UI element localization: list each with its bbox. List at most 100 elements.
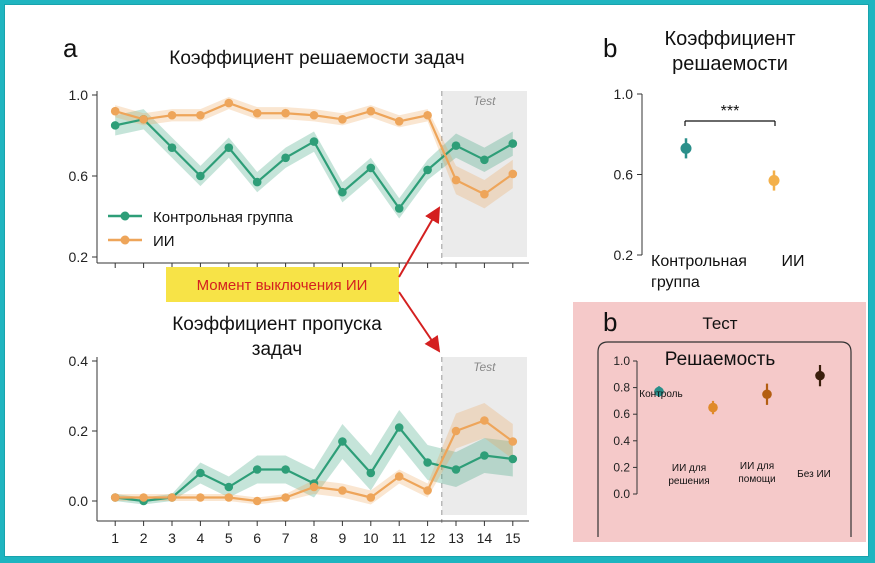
label-ai-help-1: ИИ для bbox=[740, 461, 774, 472]
data-point bbox=[815, 370, 825, 381]
y-tick-label: 0.2 bbox=[614, 247, 634, 263]
data-point-ai bbox=[423, 486, 432, 495]
data-point-control bbox=[480, 155, 489, 165]
y-tick-label: 0.4 bbox=[613, 434, 630, 448]
data-point-control bbox=[224, 482, 234, 492]
legend-ai-marker bbox=[120, 235, 130, 245]
data-point-control bbox=[508, 139, 518, 148]
skip-rate-points bbox=[110, 416, 518, 506]
annotation-box bbox=[166, 267, 399, 302]
y-tick-label: 1.0 bbox=[613, 354, 630, 368]
figure-frame: Test 0.2 0.6 1.0 a Коэффициент решаемости … bbox=[4, 4, 869, 557]
annotation-arrow-down bbox=[398, 291, 441, 353]
data-point-ai bbox=[366, 493, 376, 502]
test-panel-title: Тест bbox=[702, 314, 737, 333]
data-point-ai bbox=[394, 117, 404, 126]
data-point bbox=[680, 142, 692, 154]
data-point-ai bbox=[224, 493, 234, 502]
test-panel-bg bbox=[573, 302, 866, 542]
test-panel-bracket bbox=[597, 341, 852, 537]
label-ai-solve-1: ИИ для bbox=[672, 463, 706, 474]
data-point-ai bbox=[252, 496, 262, 506]
x-tick-label: 4 bbox=[197, 530, 205, 546]
data-point-control bbox=[480, 451, 489, 460]
y-tick-label: 1.0 bbox=[614, 86, 634, 102]
data-point-ai bbox=[423, 110, 432, 120]
data-point-ai bbox=[480, 416, 489, 425]
annotation-text: Момент выключения ИИ bbox=[197, 277, 368, 294]
data-point bbox=[768, 175, 780, 187]
test-region bbox=[441, 357, 527, 515]
y-tick-label: 1.0 bbox=[69, 87, 89, 103]
category-control-line1: Контрольная bbox=[651, 253, 747, 270]
x-tick-label: 3 bbox=[168, 530, 176, 546]
data-point-control bbox=[338, 437, 347, 446]
legend: Контрольная группа ИИ bbox=[108, 209, 293, 250]
x-tick-label: 14 bbox=[477, 530, 493, 546]
data-point-control bbox=[281, 153, 290, 163]
y-tick-label: 0.2 bbox=[69, 249, 89, 265]
x-tick-label: 9 bbox=[339, 530, 347, 546]
test-chart-title: Решаемость bbox=[665, 349, 776, 370]
data-point-ai bbox=[196, 110, 205, 120]
data-point-ai bbox=[281, 493, 290, 502]
data-point-ai bbox=[451, 426, 461, 436]
data-point-control bbox=[366, 468, 376, 478]
panel-letter-b2: b bbox=[603, 307, 617, 337]
data-point-control bbox=[252, 177, 262, 187]
data-point bbox=[708, 402, 718, 413]
x-tick-label: 13 bbox=[448, 530, 464, 546]
solve-rate-axes: 0.2 0.6 1.0 bbox=[69, 87, 529, 268]
y-tick-label: 0.2 bbox=[613, 460, 630, 474]
data-point-ai bbox=[309, 110, 319, 120]
data-point-control bbox=[394, 423, 404, 432]
label-ai-help-2: помощи bbox=[738, 474, 775, 485]
solve-rate-points bbox=[110, 98, 518, 213]
data-point-ai bbox=[167, 493, 177, 502]
x-tick-label: 2 bbox=[140, 530, 148, 546]
data-point-ai bbox=[110, 493, 120, 502]
category-ai: ИИ bbox=[782, 253, 805, 270]
annotation-arrow-up bbox=[398, 206, 441, 278]
y-tick-label: 0.0 bbox=[69, 493, 89, 509]
data-point-ai bbox=[338, 115, 347, 124]
solve-rate-summary-chart: b Коэффициент решаемости 0.2 0.6 1.0 *** К… bbox=[603, 28, 805, 291]
legend-control-label: Контрольная группа bbox=[153, 209, 293, 226]
data-point-ai bbox=[224, 98, 234, 108]
y-tick-label: 0.2 bbox=[69, 423, 89, 439]
y-tick-label: 0.6 bbox=[614, 167, 634, 183]
figure-canvas: Test 0.2 0.6 1.0 a Коэффициент решаемости … bbox=[63, 28, 866, 546]
data-point-control bbox=[196, 171, 205, 181]
y-tick-label: 0.6 bbox=[69, 168, 89, 184]
y-tick-label: 0.6 bbox=[613, 407, 630, 421]
x-tick-label: 11 bbox=[392, 530, 407, 546]
y-tick-label: 0.4 bbox=[69, 353, 89, 369]
data-point-ai bbox=[508, 437, 518, 446]
test-chart-points bbox=[654, 364, 825, 415]
summary-axes: 0.2 0.6 1.0 bbox=[614, 86, 643, 263]
solve-rate-title: Коэффициент решаемости задач bbox=[169, 48, 464, 69]
data-point-control bbox=[423, 458, 432, 467]
data-point-ai bbox=[167, 110, 177, 120]
legend-control-marker bbox=[120, 211, 130, 221]
significance-marker: *** bbox=[721, 103, 740, 120]
summary-points bbox=[680, 138, 780, 191]
data-point-ai bbox=[309, 482, 319, 492]
data-point-ai bbox=[394, 472, 404, 481]
data-point-ai bbox=[139, 115, 148, 124]
x-tick-label: 7 bbox=[282, 530, 290, 546]
data-point-control bbox=[423, 165, 432, 175]
error-band-ai bbox=[115, 403, 513, 505]
x-tick-label: 5 bbox=[225, 530, 233, 546]
data-point-ai bbox=[338, 486, 347, 495]
data-point-ai bbox=[451, 175, 461, 185]
summary-title-line2: решаемости bbox=[672, 53, 788, 75]
data-point-control bbox=[338, 187, 347, 197]
panel-letter-a: a bbox=[63, 33, 78, 63]
test-solve-panel: b Тест Решаемость 0.0 0.2 0.4 0.6 0.8 1.0 Кон… bbox=[573, 302, 866, 542]
skip-rate-chart: Test 0.00.20.41 2 3 4 5 6 7 8 9 10 11 12 13 14 15 Коэф… bbox=[69, 314, 529, 546]
data-point bbox=[654, 386, 664, 397]
data-point-ai bbox=[110, 106, 120, 116]
data-point-control bbox=[394, 204, 404, 213]
x-tick-label: 1 bbox=[111, 530, 119, 546]
